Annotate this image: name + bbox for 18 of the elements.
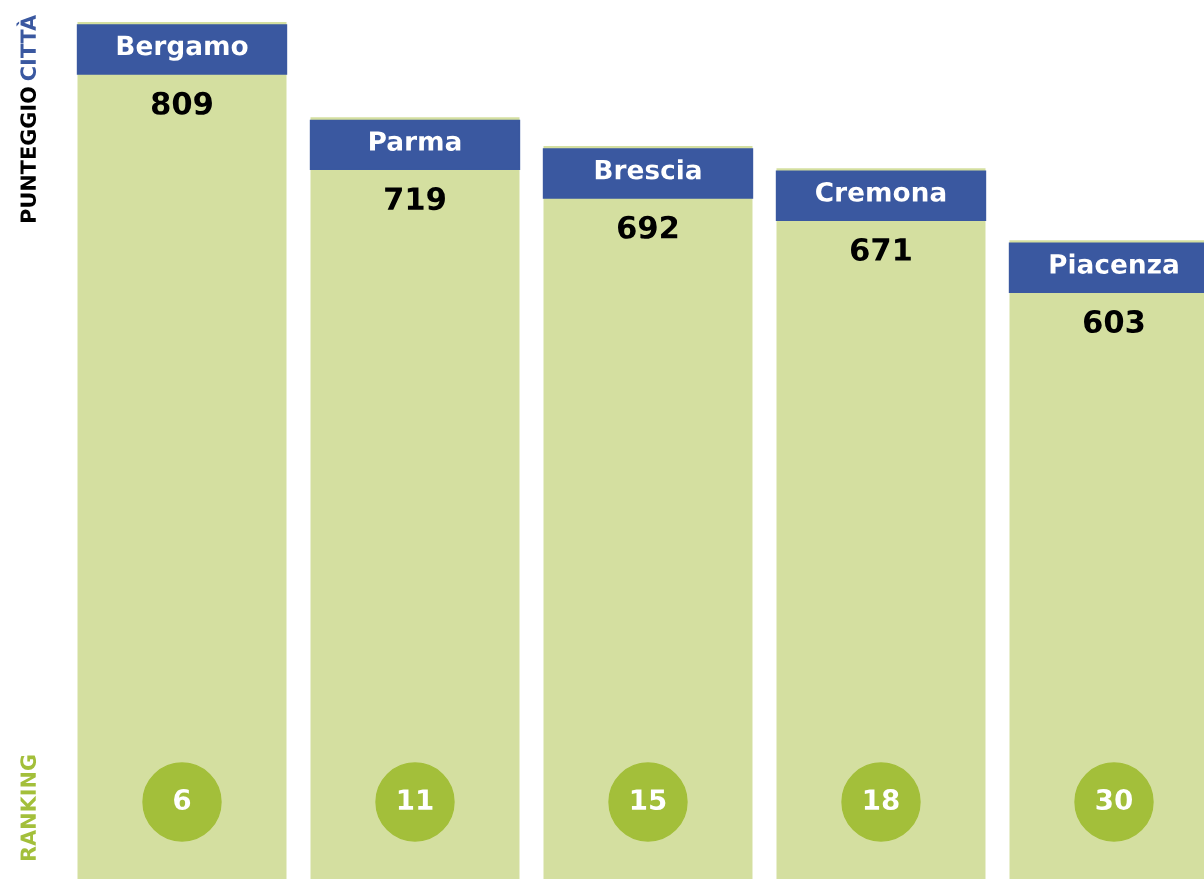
annotation: 11 [398, 789, 433, 810]
annotation: 30 [1096, 789, 1132, 811]
annotation: 15 [631, 789, 666, 811]
data-label: 719 [385, 187, 445, 211]
x-tick-label: Piacenza [1050, 253, 1178, 274]
x-tick-label: Brescia [595, 159, 701, 180]
x-tick-label: Bergamo [117, 35, 248, 61]
annotation: PUNTEGGIO [20, 87, 37, 222]
data-label: 671 [851, 237, 911, 262]
data-label: 603 [1084, 309, 1144, 334]
data-label: 809 [151, 91, 212, 115]
x-tick-label: Parma [370, 131, 461, 151]
annotation: 18 [864, 789, 899, 811]
annotation: 6 [174, 789, 191, 811]
annotation: CITTÀ [16, 14, 37, 81]
x-tick-label: Cremona [816, 181, 946, 202]
data-label: 692 [618, 215, 678, 239]
annotation: RANKING [20, 755, 37, 861]
